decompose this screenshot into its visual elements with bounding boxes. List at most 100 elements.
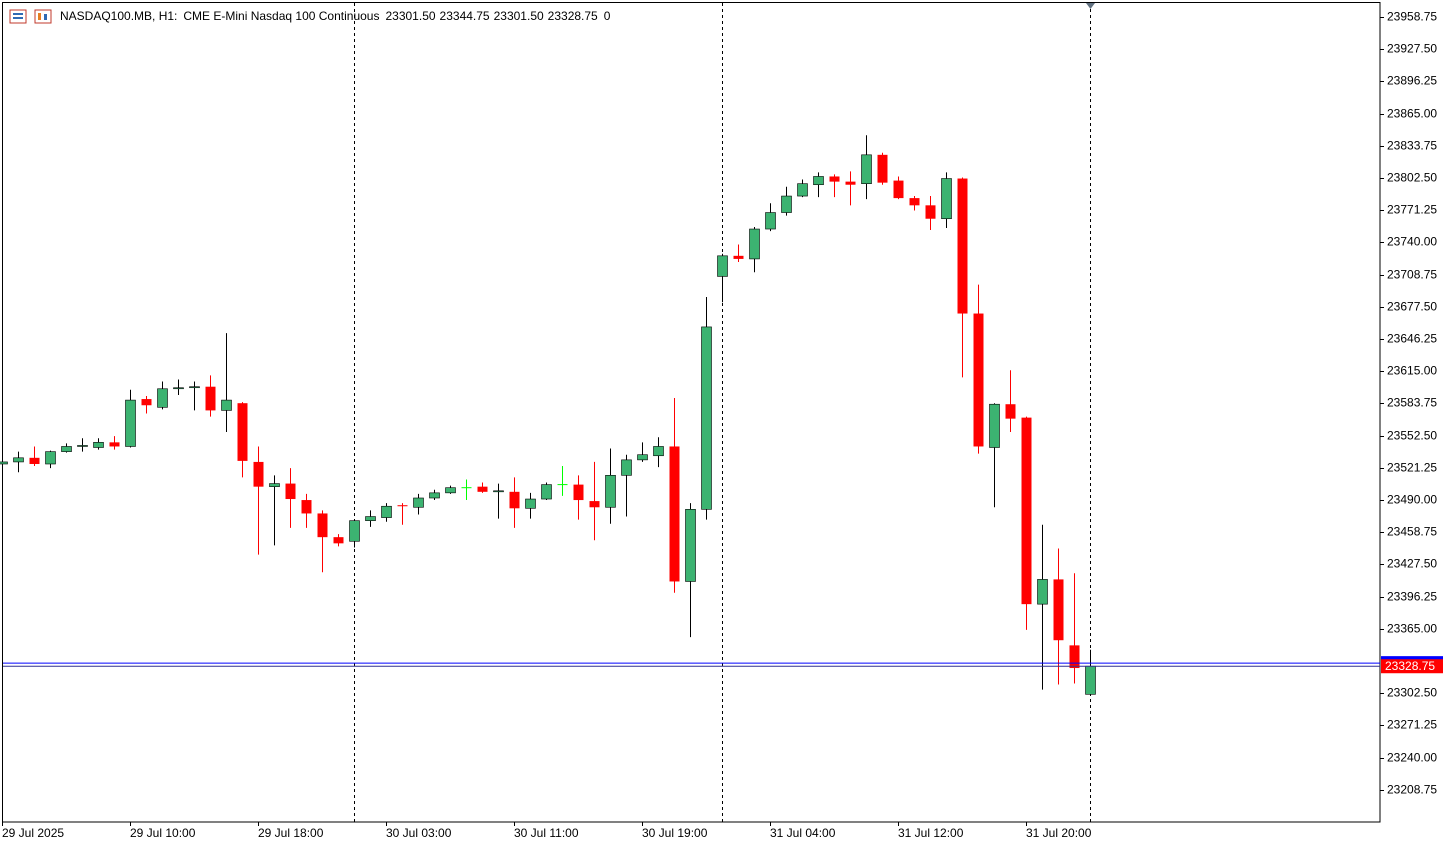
- candle-body: [941, 178, 952, 220]
- y-tick-label: 23302.50: [1387, 686, 1437, 700]
- candle-body: [173, 387, 184, 390]
- y-tick-label: 23646.25: [1387, 332, 1437, 346]
- candle-body: [573, 484, 584, 501]
- y-tick-label: 23521.25: [1387, 461, 1437, 475]
- candle-body: [781, 195, 792, 213]
- candle-body: [669, 446, 680, 582]
- candle-body: [301, 500, 312, 514]
- candle-body: [957, 178, 968, 314]
- icon-part: [13, 17, 23, 19]
- candle-body: [989, 403, 1000, 448]
- candle-body: [237, 403, 248, 461]
- y-tick-label: 23208.75: [1387, 783, 1437, 797]
- candle-body: [1053, 579, 1064, 641]
- x-tick-label: 31 Jul 20:00: [1026, 826, 1092, 840]
- candle-body: [429, 492, 440, 499]
- candle-body: [493, 490, 504, 493]
- candle-body: [717, 255, 728, 277]
- y-tick-label: 23958.75: [1387, 10, 1437, 24]
- candle-body: [93, 442, 104, 448]
- header-value: 0: [604, 9, 611, 23]
- y-tick-label: 23583.75: [1387, 396, 1437, 410]
- candle-body: [381, 505, 392, 518]
- candle-body: [189, 386, 200, 389]
- candle-body: [829, 176, 840, 182]
- candle-body: [765, 212, 776, 230]
- candle-body: [685, 509, 696, 582]
- y-tick-label: 23552.50: [1387, 429, 1437, 443]
- candle-body: [397, 505, 408, 507]
- candle-body: [45, 451, 56, 465]
- y-tick-label: 23771.25: [1387, 203, 1437, 217]
- icon-part: [38, 13, 41, 20]
- candle-body: [445, 487, 456, 494]
- candle-body: [877, 154, 888, 183]
- chart-header: NASDAQ100.MB, H1: CME E-Mini Nasdaq 100 C…: [60, 9, 611, 23]
- candle-body: [1085, 665, 1096, 695]
- y-tick-label: 23802.50: [1387, 171, 1437, 185]
- candle-body: [141, 399, 152, 406]
- candle-body: [317, 513, 328, 538]
- header-value: 23301.50: [494, 9, 544, 23]
- candle-body: [125, 399, 136, 447]
- candle-body: [205, 386, 216, 411]
- y-tick-label: 23865.00: [1387, 107, 1437, 121]
- icon[interactable]: [34, 9, 52, 24]
- y-tick-label: 23396.25: [1387, 590, 1437, 604]
- candle-body: [621, 459, 632, 476]
- candle-body: [589, 501, 600, 508]
- icon-part: [13, 13, 23, 15]
- header-value: 23344.75: [440, 9, 490, 23]
- candle-body: [61, 446, 72, 452]
- candle-body: [509, 491, 520, 509]
- candle-body: [1005, 404, 1016, 419]
- y-tick-label: 23833.75: [1387, 139, 1437, 153]
- candle-body: [13, 457, 24, 463]
- candle-body: [541, 484, 552, 500]
- candle-body: [925, 205, 936, 219]
- x-tick-label: 30 Jul 19:00: [642, 826, 708, 840]
- y-tick-label: 23677.50: [1387, 300, 1437, 314]
- y-tick-label: 23240.00: [1387, 751, 1437, 765]
- candle-body: [109, 442, 120, 447]
- candle-body: [413, 497, 424, 508]
- candle-body: [733, 255, 744, 259]
- x-tick-label: 30 Jul 11:00: [514, 826, 579, 840]
- description: CME E-Mini Nasdaq 100 Continuous: [183, 9, 379, 23]
- icon[interactable]: [9, 9, 27, 24]
- x-tick-label: 29 Jul 18:00: [258, 826, 324, 840]
- y-tick-label: 23427.50: [1387, 557, 1437, 571]
- candle-body: [845, 181, 856, 185]
- y-tick-label: 23740.00: [1387, 235, 1437, 249]
- candle-body: [525, 498, 536, 509]
- shift-marker[interactable]: [1086, 3, 1095, 9]
- candle-body: [333, 537, 344, 544]
- x-tick-label: 29 Jul 10:00: [130, 826, 196, 840]
- plot-frame: [2, 2, 1381, 823]
- candle-body: [1037, 579, 1048, 605]
- x-tick-label: 31 Jul 12:00: [898, 826, 964, 840]
- candle-body: [365, 516, 376, 521]
- candle-body: [349, 520, 360, 542]
- y-tick-label: 23365.00: [1387, 622, 1437, 636]
- y-tick-label: 23708.75: [1387, 268, 1437, 282]
- candle-body: [221, 399, 232, 411]
- candle-body: [253, 461, 264, 487]
- y-tick-label: 23271.25: [1387, 718, 1437, 732]
- y-tick-label: 23615.00: [1387, 364, 1437, 378]
- candle-body: [861, 154, 872, 184]
- candle-body: [813, 176, 824, 186]
- y-tick-label: 23490.00: [1387, 493, 1437, 507]
- candle-body: [1021, 417, 1032, 605]
- header-value: 23301.50: [385, 9, 435, 23]
- candle-body: [637, 454, 648, 461]
- candle-body: [909, 198, 920, 206]
- symbol: NASDAQ100.MB, H1:: [60, 9, 177, 23]
- candle-body: [973, 313, 984, 447]
- candle-body: [77, 445, 88, 447]
- x-tick-label: 30 Jul 03:00: [386, 826, 452, 840]
- candle-body: [269, 483, 280, 487]
- candle-body: [701, 326, 712, 510]
- candle-body: [797, 183, 808, 197]
